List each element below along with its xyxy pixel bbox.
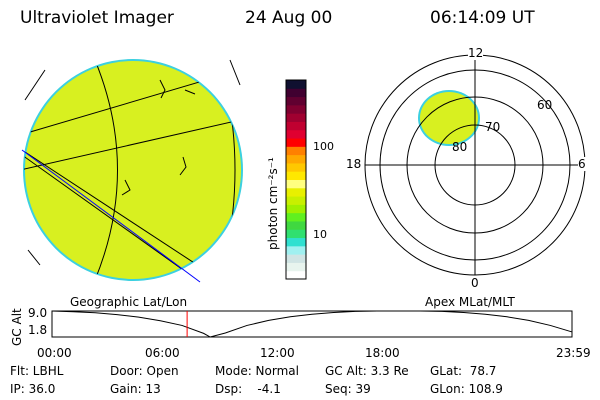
colorbar-band — [286, 121, 306, 131]
filter-value: Flt: LBHL — [10, 364, 64, 378]
colorbar-band — [286, 138, 306, 147]
mlt-label-6: 6 — [578, 157, 586, 171]
colorbar-band — [286, 171, 306, 180]
gc-alt-value: GC Alt: 3.3 Re — [325, 364, 409, 378]
colorbar-frame — [285, 79, 307, 280]
seq-value: Seq: 39 — [325, 382, 371, 396]
door-value: Door: Open — [110, 364, 179, 378]
xtick-18: 18:00 — [365, 346, 400, 360]
xtick-2359: 23:59 — [556, 346, 591, 360]
colorbar-band — [286, 146, 306, 156]
gain-value: Gain: 13 — [110, 382, 161, 396]
colorbar-band — [286, 204, 306, 214]
colorbar-band — [286, 270, 306, 280]
date-label: 24 Aug 00 — [245, 8, 333, 28]
colorbar — [285, 79, 307, 280]
ytick-1.8: 1.8 — [28, 323, 48, 337]
glon-value: GLon: 108.9 — [430, 382, 503, 396]
time-label: 06:14:09 UT — [430, 8, 535, 28]
mlt-label-18: 18 — [346, 157, 362, 171]
colorbar-band — [286, 96, 306, 106]
instrument-title: Ultraviolet Imager — [20, 8, 174, 28]
colorbar-band — [286, 254, 306, 263]
mlt-label-0: 0 — [471, 276, 479, 290]
colorbar-band — [286, 179, 306, 189]
colorbar-band — [286, 104, 306, 114]
xtick-12: 12:00 — [260, 346, 295, 360]
mode-value: Mode: Normal — [215, 364, 299, 378]
colorbar-band — [286, 220, 306, 230]
xtick-6: 06:00 — [145, 346, 180, 360]
colorbar-band — [286, 196, 306, 205]
ytick-9: 9.0 — [28, 306, 48, 320]
apex-label: Apex MLat/MLT — [425, 295, 515, 309]
lat-label-60: 60 — [537, 98, 553, 112]
colorbar-band — [286, 229, 306, 239]
auroral-image — [21, 59, 243, 283]
geographic-label: Geographic Lat/Lon — [70, 295, 188, 309]
colorbar-band — [286, 187, 306, 197]
colorbar-band — [286, 80, 306, 89]
colorbar-band — [286, 237, 306, 247]
lat-label-80: 80 — [452, 140, 468, 154]
xtick-0: 00:00 — [37, 346, 72, 360]
altitude-plot — [51, 310, 573, 338]
colorbar-label: photon cm⁻²s⁻¹ — [266, 157, 280, 250]
colorbar-band — [286, 129, 306, 139]
colorbar-band — [286, 212, 306, 222]
ip-value: IP: 36.0 — [10, 382, 56, 396]
colorbar-tick-10: 10 — [313, 228, 327, 241]
colorbar-band — [286, 262, 306, 272]
colorbar-band — [286, 162, 306, 172]
colorbar-tick-100: 100 — [313, 140, 334, 153]
lat-label-70: 70 — [485, 120, 501, 134]
mlt-label-12: 12 — [468, 46, 484, 60]
dsp-value: Dsp: -4.1 — [215, 382, 281, 396]
polar-plot — [364, 54, 586, 276]
altitude-line — [51, 310, 573, 338]
y-axis-label: GC Alt — [10, 308, 24, 346]
colorbar-band — [286, 154, 306, 164]
colorbar-band — [286, 245, 306, 255]
glat-value: GLat: 78.7 — [430, 364, 497, 378]
colorbar-band — [286, 88, 306, 98]
colorbar-band — [286, 113, 306, 122]
